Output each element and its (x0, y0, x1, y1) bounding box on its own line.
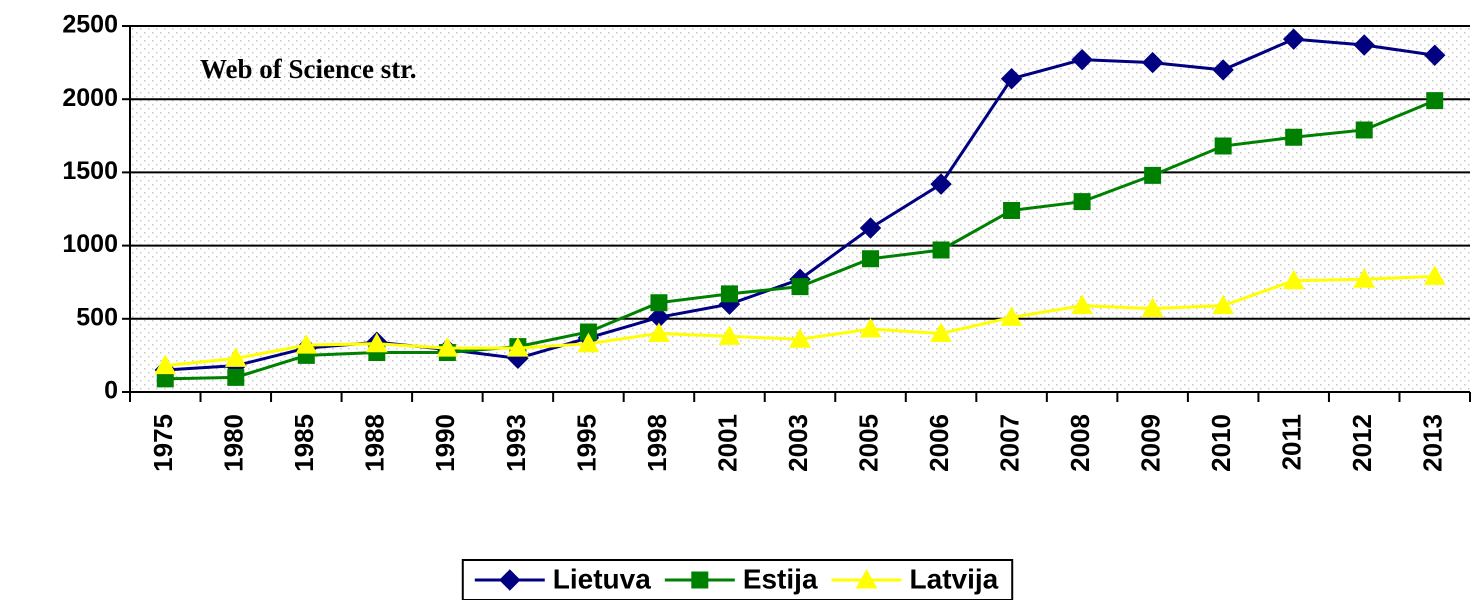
x-tick-label: 2013 (1418, 414, 1448, 472)
legend (461, 559, 1014, 600)
legend-label: Estija (743, 563, 818, 594)
x-tick-label: 1985 (289, 414, 319, 472)
marker (1071, 294, 1093, 315)
x-tick-label: 2008 (1065, 414, 1095, 472)
marker (1353, 268, 1376, 288)
marker (859, 318, 882, 338)
x-tick-label: 1990 (430, 414, 460, 472)
marker (1424, 44, 1446, 66)
marker (227, 368, 245, 386)
y-tick-label: 2500 (62, 11, 118, 39)
marker (507, 337, 529, 357)
marker (1426, 92, 1444, 110)
x-tick-label: 2005 (853, 414, 883, 472)
marker (1353, 34, 1375, 56)
marker (577, 332, 600, 353)
marker (720, 285, 738, 303)
x-tick-label: 2011 (1277, 414, 1307, 470)
marker (1144, 166, 1162, 184)
marker (855, 568, 878, 589)
marker (1423, 265, 1446, 285)
marker (1282, 269, 1305, 290)
legend-label: Latvija (910, 563, 999, 594)
marker (1141, 51, 1164, 74)
x-tick-label: 2003 (783, 414, 813, 472)
marker (650, 294, 668, 312)
marker (1212, 59, 1234, 81)
x-tick-label: 2010 (1206, 414, 1236, 472)
marker (365, 332, 388, 353)
marker (1003, 201, 1021, 219)
legend-label: Lietuva (553, 563, 651, 594)
marker (1141, 297, 1164, 318)
y-tick-label: 1000 (62, 230, 118, 258)
marker (930, 173, 952, 195)
marker (932, 241, 950, 259)
marker (862, 250, 880, 268)
marker (1355, 121, 1373, 139)
annotation: Web of Science str. (200, 54, 416, 84)
y-tick-label: 2000 (62, 84, 118, 112)
y-tick-label: 0 (104, 377, 118, 405)
marker (579, 323, 597, 341)
marker (1073, 193, 1091, 211)
x-tick-label: 1975 (148, 414, 178, 472)
marker (436, 337, 459, 357)
marker (791, 278, 809, 296)
marker (859, 217, 882, 239)
marker (1071, 48, 1093, 71)
y-tick-label: 1500 (62, 157, 118, 185)
x-tick-label: 1998 (642, 414, 672, 472)
marker (1282, 28, 1305, 50)
marker (154, 354, 177, 375)
marker (789, 328, 811, 348)
marker (1000, 67, 1023, 90)
marker (499, 569, 521, 591)
marker (1000, 306, 1023, 326)
x-tick-label: 2006 (924, 414, 954, 472)
x-tick-label: 2009 (1136, 414, 1166, 472)
x-tick-label: 2007 (994, 414, 1024, 472)
marker (1285, 128, 1303, 146)
x-tick-label: 1988 (360, 414, 390, 472)
marker (718, 325, 741, 345)
marker (224, 347, 247, 367)
y-tick-label: 500 (76, 303, 118, 331)
marker (1212, 294, 1235, 315)
marker (648, 322, 670, 342)
marker (295, 334, 318, 354)
marker (691, 571, 709, 589)
x-tick-label: 1995 (571, 414, 601, 472)
x-tick-label: 2012 (1347, 414, 1377, 472)
x-tick-label: 1993 (501, 414, 531, 472)
marker (1214, 137, 1232, 155)
x-tick-label: 1980 (219, 414, 249, 472)
x-tick-label: 2001 (712, 414, 742, 472)
marker (930, 322, 952, 342)
